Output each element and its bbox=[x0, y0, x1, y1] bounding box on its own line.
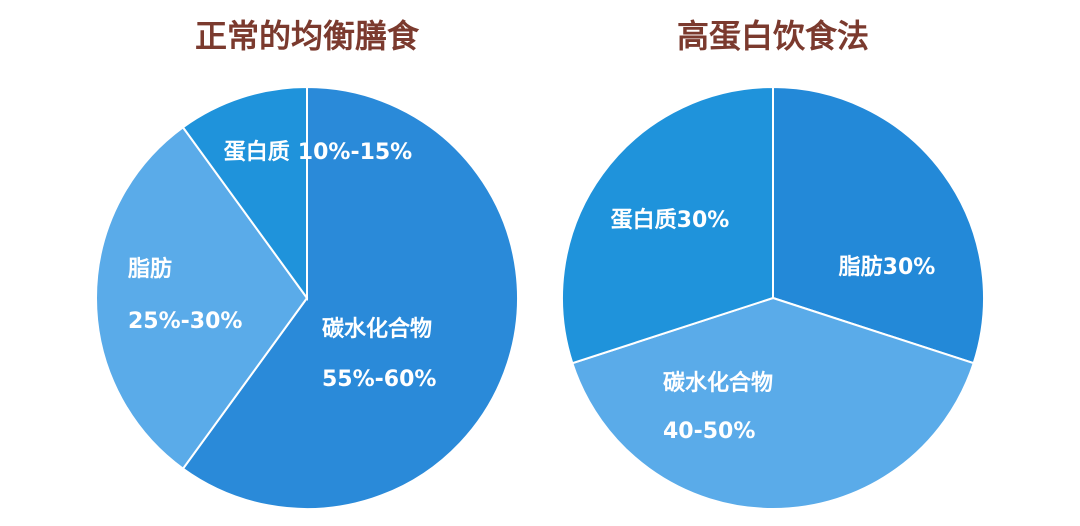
chart-title: 高蛋白饮食法 bbox=[677, 17, 869, 55]
slice-name: 蛋白质 bbox=[224, 139, 290, 165]
slice-name: 脂肪 bbox=[839, 254, 883, 280]
pie-slice bbox=[181, 85, 308, 302]
slice-value: 25%-30% bbox=[128, 309, 242, 334]
pie-slice bbox=[571, 296, 975, 511]
slice-name: 蛋白质 bbox=[611, 207, 677, 233]
slice-name: 碳水化合物 bbox=[663, 370, 773, 396]
slice-value: 10%-15% bbox=[298, 140, 412, 165]
slice-value: 30% bbox=[883, 255, 936, 280]
pie-slice bbox=[772, 85, 985, 365]
chart-title: 正常的均衡膳食 bbox=[195, 17, 420, 55]
pie-slice bbox=[95, 125, 309, 471]
slice-label: 脂肪30% bbox=[839, 254, 936, 280]
slice-value: 55%-60% bbox=[322, 367, 436, 392]
slice-name: 碳水化合物 bbox=[322, 316, 432, 342]
slice-label: 蛋白质 10%-15% bbox=[224, 139, 412, 165]
slice-label: 蛋白质30% bbox=[611, 207, 730, 233]
slice-value: 30% bbox=[677, 208, 730, 233]
pie-slice bbox=[561, 85, 774, 365]
slice-value: 40-50% bbox=[663, 419, 755, 444]
slice-name: 脂肪 bbox=[128, 256, 172, 282]
pie-slice bbox=[181, 85, 519, 510]
